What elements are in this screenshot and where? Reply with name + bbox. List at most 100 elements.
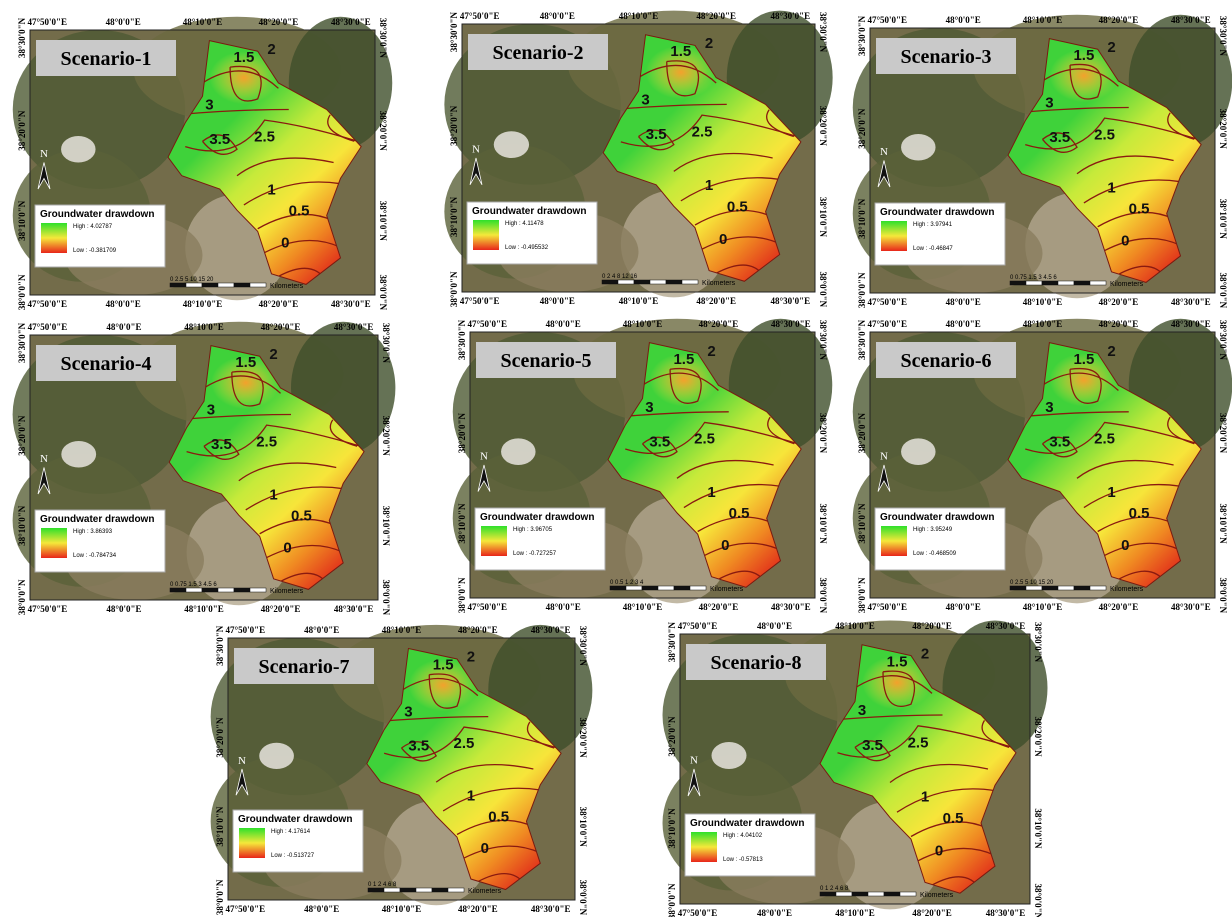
lat-label: 38°20'0"N: [818, 106, 828, 147]
contour-line: [237, 158, 334, 176]
contour-label: 1: [705, 177, 713, 194]
north-label: N: [480, 451, 488, 463]
map-panel: 1.5 2 3 3.5 2.5 1 0.50 47°50'0"E 47°50'0"E 48°0'0…: [444, 11, 832, 308]
drawdown-surface: [367, 648, 561, 889]
contour-line: [897, 789, 995, 812]
lon-label: 48°20'0"E: [699, 602, 739, 612]
drawdown-hotspot: [209, 51, 279, 105]
contour-label: 2: [1107, 343, 1115, 360]
lon-label: 48°0'0"E: [946, 15, 981, 25]
lon-label: 48°20'0"E: [261, 604, 301, 614]
legend-low: Low : -0.513727: [271, 853, 315, 859]
contour-label: 0.5: [1129, 505, 1150, 522]
aquifer-outline: [1008, 39, 1201, 283]
scale-unit: Kilometers: [270, 283, 304, 290]
scale-segment: [681, 279, 699, 285]
lon-label: 48°30'0"E: [334, 604, 374, 614]
contour-label: 3.5: [646, 126, 667, 143]
scenario-title: Scenario-2: [492, 42, 583, 64]
north-arrow: [37, 467, 51, 495]
contour-line: [643, 373, 719, 390]
north-arrow: [477, 464, 491, 492]
lat-label: 38°0'0"N: [1218, 273, 1228, 309]
lat-label: 38°10'0"N: [1033, 808, 1043, 849]
legend-high: High : 4.04102: [723, 833, 763, 839]
contour-line: [402, 678, 478, 695]
lon-label: 48°30'0"E: [334, 322, 374, 332]
contour-line: [918, 848, 995, 860]
lon-label: 48°20'0"E: [458, 904, 498, 914]
contour-line: [1043, 69, 1119, 86]
legend-high: High : 3.97941: [913, 222, 953, 228]
contour-line: [402, 742, 437, 761]
contour-label: 2.5: [692, 124, 713, 141]
lon-label: 48°10'0"E: [1023, 602, 1063, 612]
contour-label: 2.5: [908, 734, 929, 751]
legend-title: Groundwater drawdown: [880, 512, 994, 523]
contour-label: 1: [269, 486, 277, 503]
lon-label: 48°0'0"E: [946, 319, 981, 329]
aquifer-outline: [1008, 343, 1201, 588]
contour-label: 2: [705, 35, 713, 52]
contour-line: [1070, 369, 1101, 404]
contour-label: 2.5: [1094, 126, 1115, 143]
lon-label: 48°10'0"E: [619, 11, 659, 21]
scale-segment: [169, 587, 187, 593]
legend-low: Low : -0.381709: [73, 248, 117, 254]
aquifer-outline: [608, 343, 801, 588]
contour-line: [855, 676, 932, 694]
scale-segment: [1025, 280, 1043, 286]
contour-line: [1025, 118, 1198, 149]
lon-label: 48°20'0"E: [1099, 602, 1139, 612]
lon-label: 48°0'0"E: [546, 602, 581, 612]
lat-label: 38°20'0"N: [667, 716, 677, 757]
lon-label: 48°20'0"E: [699, 319, 739, 329]
lat-label: 38°20'0"N: [17, 110, 27, 151]
contour-label: 3: [641, 91, 649, 108]
lon-label: 48°30'0"E: [531, 625, 571, 635]
contour-line: [265, 240, 341, 252]
contour-line: [246, 487, 343, 510]
contour-label: 1.5: [235, 354, 256, 371]
legend-title: Groundwater drawdown: [238, 814, 352, 825]
lon-label: 48°20'0"E: [912, 908, 952, 917]
scale-segment: [641, 585, 659, 591]
lon-label: 48°0'0"E: [106, 17, 141, 27]
contour-label: 0.5: [289, 203, 310, 220]
lat-label: 38°20'0"N: [17, 415, 27, 456]
contour-line: [639, 130, 674, 150]
contour-label: 0: [719, 231, 727, 248]
contour-line: [330, 420, 357, 447]
contour-line: [443, 788, 540, 811]
contour-label: 1.5: [1073, 47, 1094, 64]
lat-label: 38°0'0"N: [857, 577, 867, 613]
lat-label: 38°30'0"N: [667, 622, 677, 663]
map-panel: 1.5 2 3 3.5 2.5 1 0.50 47°50'0"E 47°50'0"E 48°0'0…: [663, 621, 1048, 917]
scale-segment: [201, 282, 219, 288]
scale-segment: [1073, 280, 1091, 286]
snow-peak: [901, 438, 936, 465]
lat-label: 38°20'0"N: [818, 413, 828, 454]
lat-label: 38°20'0"N: [578, 718, 588, 759]
lat-label: 38°0'0"N: [457, 577, 467, 613]
scenario-title: Scenario-1: [60, 48, 151, 70]
scale-segment: [367, 887, 385, 893]
lat-label: 38°20'0"N: [857, 413, 867, 454]
contour-label: 1: [467, 787, 475, 804]
contour-label: 3: [207, 402, 215, 419]
scale-segment: [185, 282, 203, 288]
map-panel: 1.5 2 3 3.5 2.5 1 0.50 47°50'0"E 47°50'0"E 48°0'0…: [13, 17, 392, 311]
lat-label: 38°10'0"N: [818, 503, 828, 544]
lat-label: 38°10'0"N: [667, 808, 677, 849]
legend-high: High : 4.17614: [271, 829, 311, 835]
drawdown-hotspot: [862, 655, 932, 710]
scenario-title: Scenario-8: [710, 652, 801, 674]
contour-label: 2.5: [256, 433, 277, 450]
scale-segment: [1041, 280, 1059, 286]
lat-label: 38°0'0"N: [17, 274, 27, 310]
contour-label: 0: [935, 842, 943, 859]
contour-line: [855, 741, 890, 761]
scale-unit: Kilometers: [1110, 586, 1144, 593]
drawdown-surface: [603, 35, 801, 282]
map-panel: 1.5 2 3 3.5 2.5 1 0.50 47°50'0"E 47°50'0"E 48°0'0…: [853, 15, 1232, 309]
